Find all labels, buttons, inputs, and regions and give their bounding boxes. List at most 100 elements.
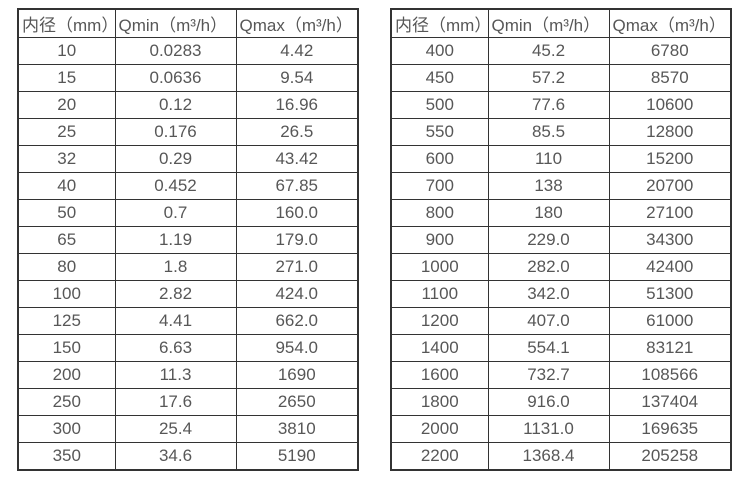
table-cell: 550 <box>390 118 489 146</box>
table-cell: 450 <box>390 64 489 92</box>
table-cell: 1.19 <box>114 226 237 254</box>
table-row: 100 2.82 424.0 <box>17 280 359 308</box>
table-cell: 5190 <box>235 442 359 471</box>
table-row: 600 110 15200 <box>390 145 732 173</box>
table-cell: 50 <box>17 199 116 227</box>
table-cell: 100 <box>17 280 116 308</box>
table-cell: 85.5 <box>487 118 610 146</box>
header-inner-diameter: 内径（mm） <box>390 8 489 38</box>
table-cell: 180 <box>487 199 610 227</box>
table-cell: 1368.4 <box>487 442 610 471</box>
table-row: 900 229.0 34300 <box>390 226 732 254</box>
table-row: 2000 1131.0 169635 <box>390 415 732 443</box>
table-cell: 150 <box>17 334 116 362</box>
header-qmax: Qmax（m³/h） <box>608 8 732 38</box>
table-header-row: 内径（mm） Qmin（m³/h） Qmax（m³/h） <box>390 8 732 38</box>
table-row: 32 0.29 43.42 <box>17 145 359 173</box>
table-cell: 16.96 <box>235 91 359 119</box>
table-cell: 125 <box>17 307 116 335</box>
table-cell: 80 <box>17 253 116 281</box>
table-cell: 34.6 <box>114 442 237 471</box>
table-cell: 51300 <box>608 280 732 308</box>
table-cell: 10 <box>17 37 116 65</box>
table-cell: 40 <box>17 172 116 200</box>
table-row: 10 0.0283 4.42 <box>17 37 359 65</box>
table-cell: 350 <box>17 442 116 471</box>
table-row: 550 85.5 12800 <box>390 118 732 146</box>
table-cell: 200 <box>17 361 116 389</box>
table-cell: 300 <box>17 415 116 443</box>
table-cell: 0.7 <box>114 199 237 227</box>
table-row: 15 0.0636 9.54 <box>17 64 359 92</box>
table-cell: 15200 <box>608 145 732 173</box>
table-cell: 407.0 <box>487 307 610 335</box>
table-cell: 1690 <box>235 361 359 389</box>
table-cell: 0.0636 <box>114 64 237 92</box>
table-row: 200 11.3 1690 <box>17 361 359 389</box>
table-cell: 42400 <box>608 253 732 281</box>
table-row: 80 1.8 271.0 <box>17 253 359 281</box>
table-cell: 6.63 <box>114 334 237 362</box>
table-header-row: 内径（mm） Qmin（m³/h） Qmax（m³/h） <box>17 8 359 38</box>
table-row: 1800 916.0 137404 <box>390 388 732 416</box>
table-cell: 2200 <box>390 442 489 471</box>
table-cell: 342.0 <box>487 280 610 308</box>
table-body: 10 0.0283 4.42 15 0.0636 9.54 20 0.12 16.96 25 0.1… <box>17 37 359 471</box>
table-row: 25 0.176 26.5 <box>17 118 359 146</box>
table-cell: 77.6 <box>487 91 610 119</box>
table-cell: 900 <box>390 226 489 254</box>
header-qmax: Qmax（m³/h） <box>235 8 359 38</box>
table-cell: 179.0 <box>235 226 359 254</box>
table-cell: 0.0283 <box>114 37 237 65</box>
table-cell: 205258 <box>608 442 732 471</box>
table-cell: 25.4 <box>114 415 237 443</box>
table-cell: 700 <box>390 172 489 200</box>
table-cell: 57.2 <box>487 64 610 92</box>
table-cell: 12800 <box>608 118 732 146</box>
table-cell: 0.176 <box>114 118 237 146</box>
table-cell: 554.1 <box>487 334 610 362</box>
table-cell: 0.29 <box>114 145 237 173</box>
table-cell: 110 <box>487 145 610 173</box>
table-cell: 954.0 <box>235 334 359 362</box>
table-cell: 65 <box>17 226 116 254</box>
table-cell: 1000 <box>390 253 489 281</box>
table-cell: 45.2 <box>487 37 610 65</box>
table-cell: 17.6 <box>114 388 237 416</box>
table-row: 700 138 20700 <box>390 172 732 200</box>
table-cell: 1600 <box>390 361 489 389</box>
table-cell: 138 <box>487 172 610 200</box>
table-cell: 600 <box>390 145 489 173</box>
table-cell: 1.8 <box>114 253 237 281</box>
table-row: 500 77.6 10600 <box>390 91 732 119</box>
table-cell: 250 <box>17 388 116 416</box>
table-cell: 15 <box>17 64 116 92</box>
table-cell: 160.0 <box>235 199 359 227</box>
table-cell: 137404 <box>608 388 732 416</box>
table-row: 1600 732.7 108566 <box>390 361 732 389</box>
table-row: 50 0.7 160.0 <box>17 199 359 227</box>
table-row: 1400 554.1 83121 <box>390 334 732 362</box>
table-row: 125 4.41 662.0 <box>17 307 359 335</box>
table-cell: 83121 <box>608 334 732 362</box>
table-cell: 1800 <box>390 388 489 416</box>
table-cell: 400 <box>390 37 489 65</box>
table-cell: 2.82 <box>114 280 237 308</box>
header-qmin: Qmin（m³/h） <box>114 8 237 38</box>
table-cell: 0.452 <box>114 172 237 200</box>
table-cell: 34300 <box>608 226 732 254</box>
table-row: 250 17.6 2650 <box>17 388 359 416</box>
table-row: 40 0.452 67.85 <box>17 172 359 200</box>
table-cell: 1131.0 <box>487 415 610 443</box>
table-cell: 61000 <box>608 307 732 335</box>
table-row: 400 45.2 6780 <box>390 37 732 65</box>
table-cell: 1400 <box>390 334 489 362</box>
table-cell: 25 <box>17 118 116 146</box>
table-cell: 500 <box>390 91 489 119</box>
table-row: 1100 342.0 51300 <box>390 280 732 308</box>
table-cell: 424.0 <box>235 280 359 308</box>
table-cell: 9.54 <box>235 64 359 92</box>
header-inner-diameter: 内径（mm） <box>17 8 116 38</box>
table-cell: 2000 <box>390 415 489 443</box>
